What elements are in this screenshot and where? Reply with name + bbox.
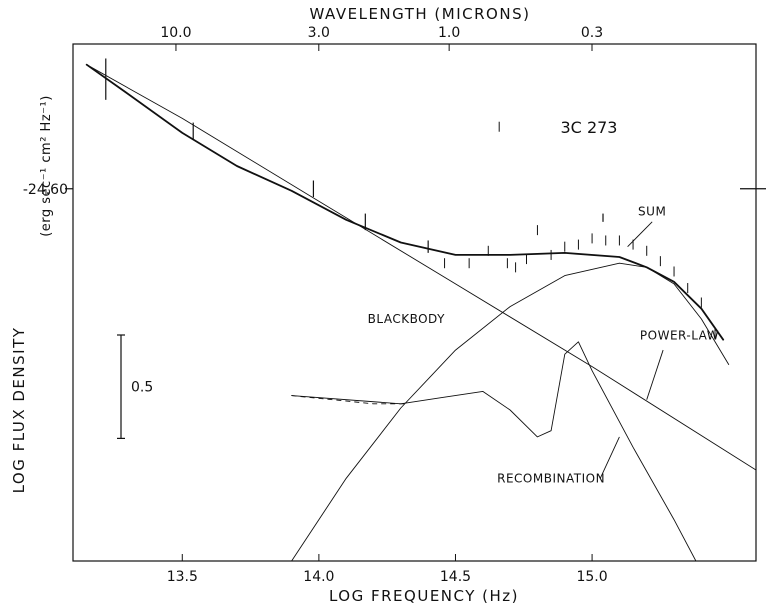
x-tick-label: 14.0 xyxy=(303,569,334,585)
power-law-pointer xyxy=(646,349,664,400)
x-tick-label: 14.5 xyxy=(440,569,471,585)
x-tick-label: 15.0 xyxy=(576,569,607,585)
recombination-dashed-extension xyxy=(291,395,407,405)
top-tick-label: 0.3 xyxy=(581,25,603,41)
top-tick-label: 10.0 xyxy=(160,25,191,41)
scale-bar-label: 0.5 xyxy=(131,380,153,396)
annotation-blackbody: BLACKBODY xyxy=(368,312,445,326)
chart-title: 3C 273 xyxy=(561,118,618,137)
plot-frame xyxy=(72,43,757,562)
annotation-recombination: RECOMBINATION xyxy=(497,471,605,485)
x-tick-label: 13.5 xyxy=(167,569,198,585)
top-axis-title: WAVELENGTH (MICRONS) xyxy=(310,5,531,23)
series-power-law-line xyxy=(86,64,756,471)
y-axis-title: LOG FLUX DENSITY xyxy=(10,327,28,494)
series-blackbody-line xyxy=(291,262,730,561)
top-tick-label: 1.0 xyxy=(438,25,460,41)
top-tick-label: 3.0 xyxy=(308,25,330,41)
y-axis-units: (erg sec⁻¹ cm² Hz⁻¹) xyxy=(39,95,54,237)
annotation-sum: SUM xyxy=(638,205,666,219)
plot-area: SUM BLACKBODY POWER-LAW RECOMBINATION xyxy=(85,44,756,561)
sum-pointer xyxy=(627,221,653,247)
recombination-pointer xyxy=(599,436,620,479)
reference-level-label: -24.60 xyxy=(23,182,68,198)
curves-group xyxy=(85,58,756,561)
annotation-power-law: POWER-LAW xyxy=(640,329,719,343)
series-sum-line xyxy=(85,63,725,341)
series-recombination-line xyxy=(291,341,697,561)
x-axis-title: LOG FREQUENCY (Hz) xyxy=(329,587,519,605)
